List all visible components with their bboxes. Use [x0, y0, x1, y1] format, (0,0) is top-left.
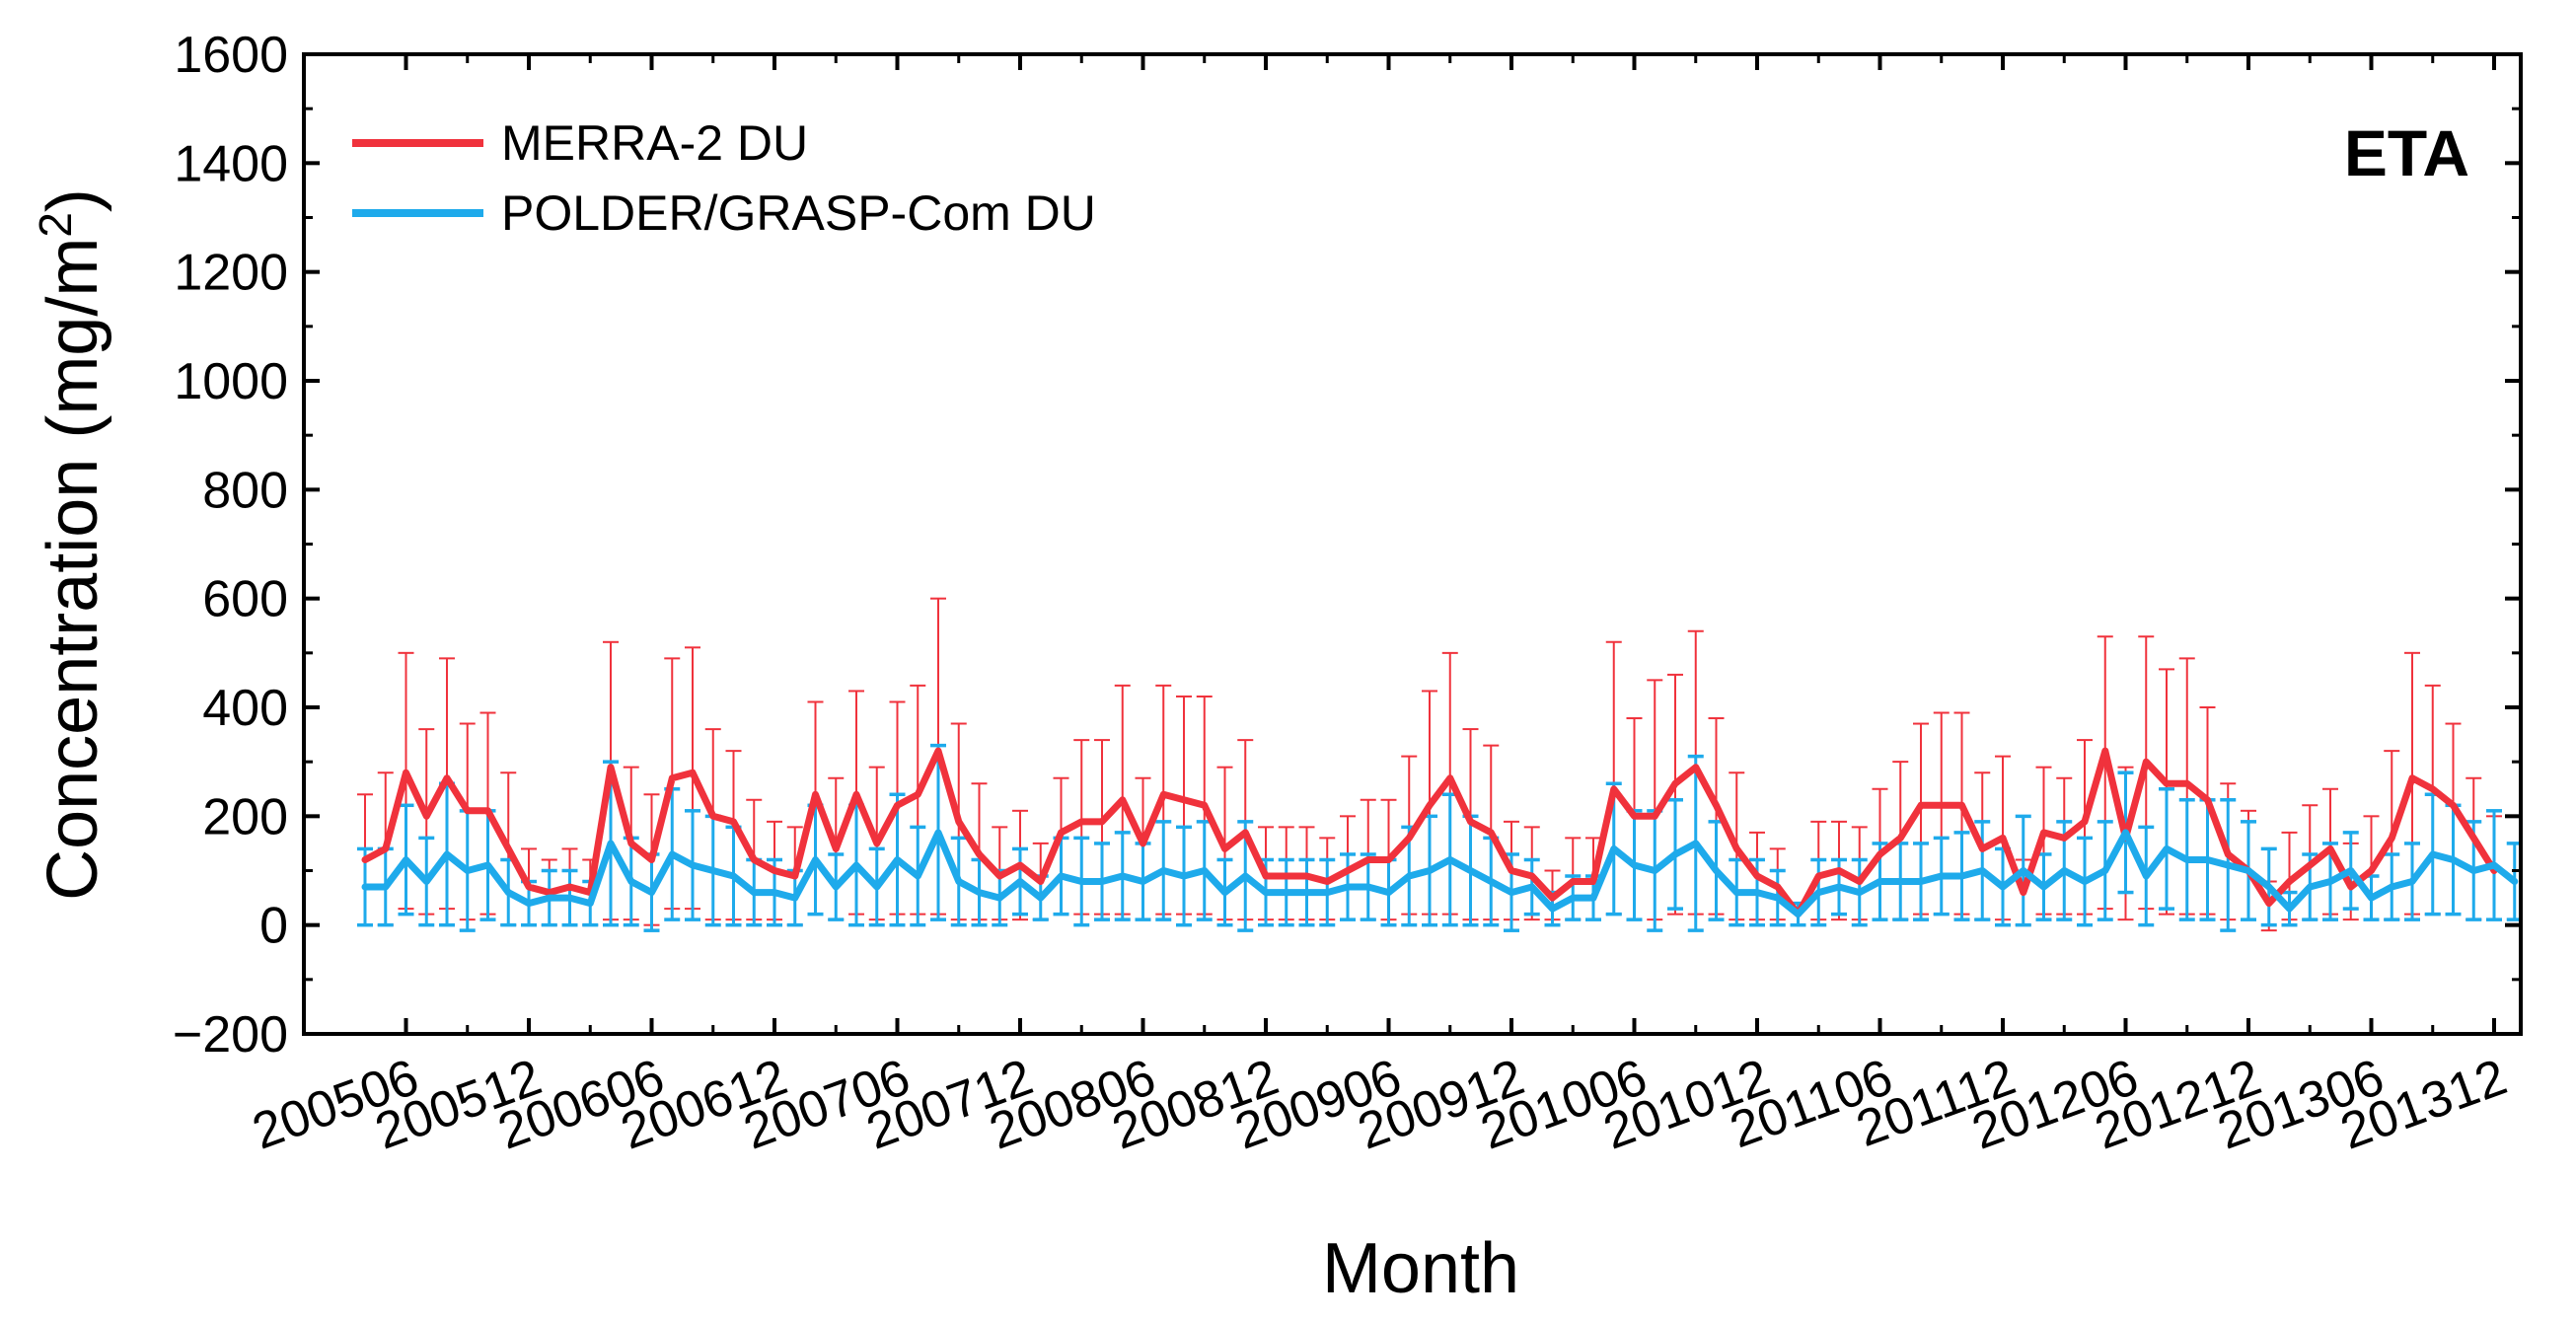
y-axis-title-close: ): [34, 188, 112, 212]
legend-label-polder: POLDER/GRASP-Com DU: [501, 185, 1096, 241]
y-tick-label-3: 400: [202, 680, 288, 737]
y-tick-label-6: 1000: [174, 353, 288, 410]
legend-label-merra: MERRA-2 DU: [501, 115, 808, 171]
y-tick-label-0: −200: [173, 1006, 288, 1064]
y-tick-label-7: 1200: [174, 245, 288, 302]
y-tick-label-8: 1400: [174, 135, 288, 192]
y-tick-label-2: 200: [202, 788, 288, 845]
y-tick-label-5: 800: [202, 462, 288, 519]
polder-line: [361, 829, 2519, 918]
y-axis: −200 0 200 400 600 800 1000 1200 1400 1600: [173, 27, 2521, 1064]
y-axis-title-main: Concentration (mg/m: [34, 238, 112, 901]
y-axis-title-superscript: 2: [30, 212, 81, 238]
y-tick-label-4: 600: [202, 571, 288, 628]
legend: MERRA-2 DU POLDER/GRASP-Com DU: [352, 115, 1096, 241]
merra-line: [361, 747, 2498, 918]
y-tick-label-1: 0: [259, 898, 288, 955]
panel-label: ETA: [2344, 116, 2469, 189]
x-axis-title: Month: [1322, 1229, 1519, 1308]
y-axis-title: Concentration (mg/m2): [30, 188, 112, 901]
series-lines: [361, 747, 2519, 918]
y-tick-label-9: 1600: [174, 27, 288, 84]
plot-area: [357, 597, 2523, 932]
